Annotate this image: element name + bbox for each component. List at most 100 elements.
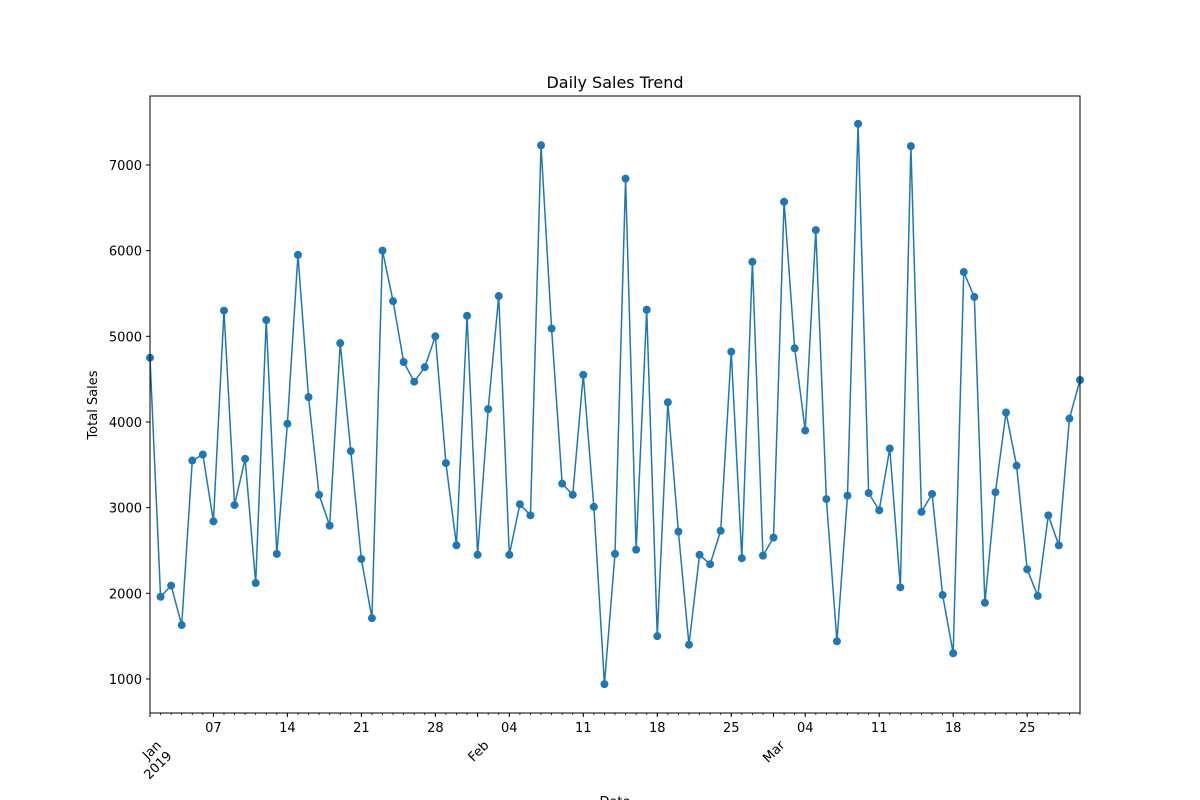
- data-point: [949, 649, 958, 658]
- x-axis-label: Date: [599, 795, 630, 800]
- data-point: [558, 479, 567, 488]
- data-point: [272, 549, 281, 558]
- data-point: [1023, 565, 1032, 574]
- data-point: [378, 246, 387, 255]
- data-point: [1033, 591, 1042, 600]
- data-point: [568, 490, 577, 499]
- data-point: [251, 579, 260, 588]
- data-point: [389, 297, 398, 306]
- y-tick-label: 6000: [109, 245, 142, 260]
- data-point: [663, 398, 672, 407]
- data-point: [832, 637, 841, 646]
- data-point: [188, 456, 197, 465]
- data-point: [167, 581, 176, 590]
- data-point: [706, 560, 715, 569]
- data-point: [748, 257, 757, 266]
- y-tick-label: 4000: [109, 416, 142, 431]
- x-tick-label: 11: [871, 721, 888, 736]
- data-point: [357, 555, 366, 564]
- data-point: [399, 358, 408, 367]
- data-point: [283, 419, 292, 428]
- data-point: [537, 141, 546, 150]
- data-point: [420, 363, 429, 372]
- x-tick-label: 28: [427, 721, 444, 736]
- x-tick-label: 04: [797, 721, 814, 736]
- data-point: [811, 226, 820, 235]
- data-point: [526, 511, 535, 520]
- data-point: [177, 621, 186, 630]
- chart-title: Daily Sales Trend: [546, 73, 683, 92]
- data-point: [1044, 511, 1053, 520]
- data-point: [896, 583, 905, 592]
- data-point: [737, 554, 746, 563]
- data-point: [198, 450, 207, 459]
- data-point: [1054, 541, 1063, 550]
- y-tick-label: 1000: [109, 673, 142, 688]
- data-point: [980, 598, 989, 607]
- data-point: [611, 549, 619, 558]
- data-point: [547, 324, 556, 333]
- data-point: [674, 527, 683, 536]
- data-point: [600, 680, 609, 689]
- data-point: [758, 551, 767, 560]
- data-point: [727, 347, 736, 356]
- data-point: [156, 592, 165, 601]
- data-point: [579, 370, 588, 379]
- x-tick-label: 21: [353, 721, 370, 736]
- data-point: [262, 316, 271, 325]
- x-tick-label: 11: [575, 721, 592, 736]
- data-point: [917, 507, 926, 516]
- x-tick-label: 14: [279, 721, 296, 736]
- data-point: [304, 393, 313, 402]
- x-tick-label: 25: [1019, 721, 1036, 736]
- data-point: [801, 426, 810, 435]
- data-point: [484, 405, 493, 414]
- data-point: [230, 501, 239, 510]
- data-point: [769, 533, 778, 542]
- y-tick-label: 2000: [109, 587, 142, 602]
- data-point: [695, 550, 704, 559]
- data-point: [1065, 414, 1074, 423]
- plot-frame: [149, 95, 1081, 714]
- data-point: [938, 591, 947, 600]
- data-point: [463, 311, 472, 320]
- data-point: [325, 521, 334, 530]
- data-point: [642, 305, 651, 314]
- data-point: [928, 489, 937, 498]
- data-point: [653, 632, 662, 641]
- data-point: [959, 268, 968, 277]
- y-tick-label: 3000: [109, 502, 142, 517]
- data-point: [473, 550, 482, 559]
- data-point: [875, 506, 884, 515]
- data-point: [1002, 408, 1011, 417]
- x-tick-label: 25: [723, 721, 740, 736]
- data-point: [906, 142, 915, 151]
- data-point: [367, 614, 376, 623]
- data-point: [219, 306, 228, 315]
- data-point: [452, 541, 461, 550]
- data-point: [336, 339, 345, 348]
- data-point: [515, 500, 524, 509]
- y-axis-label: Total Sales: [86, 370, 101, 440]
- x-tick-label: 18: [945, 721, 962, 736]
- data-point: [494, 292, 503, 301]
- data-point: [822, 495, 831, 504]
- data-point: [864, 489, 873, 498]
- data-point: [684, 640, 693, 649]
- x-tick-label: 04: [501, 721, 518, 736]
- x-tick-label: 18: [649, 721, 666, 736]
- data-point: [293, 250, 302, 259]
- data-point: [441, 459, 450, 468]
- data-point: [716, 526, 725, 535]
- data-point: [854, 119, 863, 128]
- data-point: [346, 447, 355, 456]
- data-point: [505, 550, 514, 559]
- data-point: [410, 377, 419, 386]
- y-tick-label: 7000: [109, 159, 142, 174]
- data-point: [970, 292, 979, 301]
- data-point: [991, 488, 1000, 497]
- data-point: [843, 491, 852, 500]
- data-point: [621, 174, 630, 183]
